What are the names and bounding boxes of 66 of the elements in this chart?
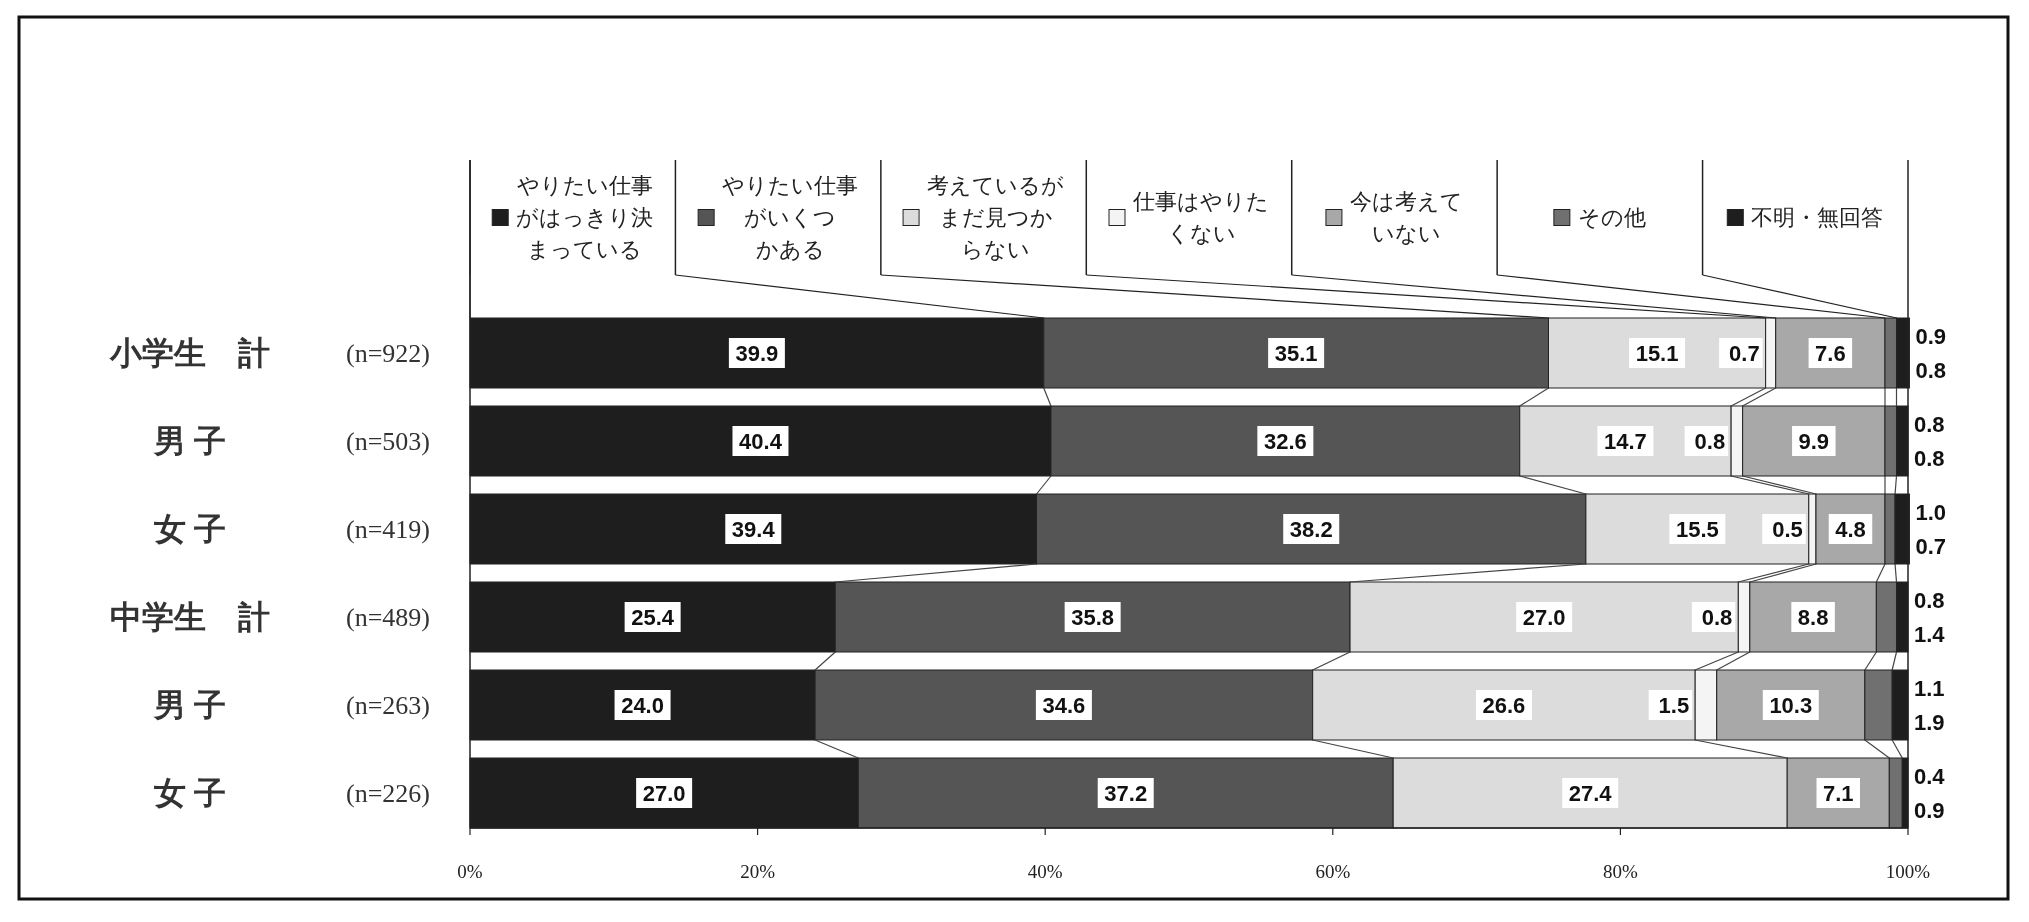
data-label: 40.4	[739, 429, 783, 454]
y2-tick-label: (n=503)	[346, 427, 430, 456]
data-label: 15.1	[1635, 341, 1679, 366]
y2-tick-label: (n=263)	[346, 691, 430, 720]
data-label: 0.7	[1915, 533, 1947, 559]
data-label: 0.4	[1914, 764, 1946, 790]
data-label: 9.9	[1798, 429, 1830, 454]
data-label: 0.8	[1914, 412, 1945, 438]
x-tick-label: 60%	[1315, 861, 1351, 882]
x-tick-label: 0%	[457, 861, 483, 882]
x-tick-label: 100%	[1885, 861, 1931, 882]
data-label: 8.8	[1797, 605, 1829, 630]
data-label: 10.3	[1769, 693, 1813, 718]
data-label: 0.9	[1914, 797, 1945, 823]
data-label: 35.1	[1274, 341, 1318, 366]
data-label: 38.2	[1289, 517, 1333, 542]
data-label: 27.0	[1522, 605, 1566, 630]
x-tick-label: 40%	[1027, 861, 1063, 882]
data-label: 0.7	[1729, 341, 1760, 366]
data-label: 1.4	[1914, 621, 1946, 647]
y-tick-label: 女 子	[152, 511, 227, 547]
data-label: 35.8	[1071, 605, 1115, 630]
data-label: 34.6	[1042, 693, 1086, 718]
y2-tick-label: (n=419)	[346, 515, 430, 544]
data-label: 1.5	[1658, 693, 1690, 718]
x-tick-label: 20%	[740, 861, 776, 882]
data-label: 1.0	[1915, 500, 1947, 526]
data-label: 27.0	[642, 781, 686, 806]
data-label: 39.4	[731, 517, 776, 542]
data-label: 0.8	[1914, 588, 1945, 614]
legend-label: 仕事はやりたくない	[1132, 189, 1269, 247]
data-label: 0.8	[1701, 605, 1733, 630]
data-label: 14.7	[1604, 429, 1647, 454]
data-label: 24.0	[621, 693, 664, 718]
y2-tick-label: (n=226)	[346, 779, 430, 808]
y-tick-label: 小学生 計	[109, 335, 270, 371]
data-label: 32.6	[1263, 429, 1307, 454]
data-label: 7.6	[1815, 341, 1846, 366]
data-label: 39.9	[735, 341, 779, 366]
legend-label: やりたい仕事がはっきり決まっている	[516, 173, 654, 263]
data-label: 0.8	[1915, 357, 1947, 383]
data-label: 25.4	[631, 605, 675, 630]
x-tick-label: 80%	[1602, 861, 1638, 882]
data-label: 0.8	[1694, 429, 1726, 454]
legend-label: 今は考えていない	[1349, 189, 1463, 247]
legend-label: 不明・無回答	[1751, 205, 1884, 231]
y-tick-label: 男 子	[152, 687, 227, 723]
data-label: 15.5	[1675, 517, 1719, 542]
legend-label: やりたい仕事がいくつかある	[722, 173, 859, 263]
data-label: 37.2	[1104, 781, 1148, 806]
y2-tick-label: (n=489)	[346, 603, 430, 632]
data-label: 1.1	[1914, 676, 1945, 702]
y2-tick-label: (n=922)	[346, 339, 430, 368]
data-label: 7.1	[1822, 781, 1854, 806]
data-label: 26.6	[1482, 693, 1526, 718]
data-label: 0.8	[1914, 445, 1945, 471]
data-label: 0.9	[1915, 324, 1947, 350]
data-label: 27.4	[1568, 781, 1613, 806]
y-tick-label: 中学生 計	[110, 599, 270, 635]
legend-label: その他	[1577, 205, 1646, 231]
data-label: 4.8	[1835, 517, 1866, 542]
legend-label: 考えているがまだ見つからない	[927, 173, 1065, 263]
data-label: 0.5	[1772, 517, 1803, 542]
y-tick-label: 男 子	[152, 423, 227, 459]
y-tick-label: 女 子	[152, 775, 227, 811]
data-label: 1.9	[1914, 709, 1945, 735]
